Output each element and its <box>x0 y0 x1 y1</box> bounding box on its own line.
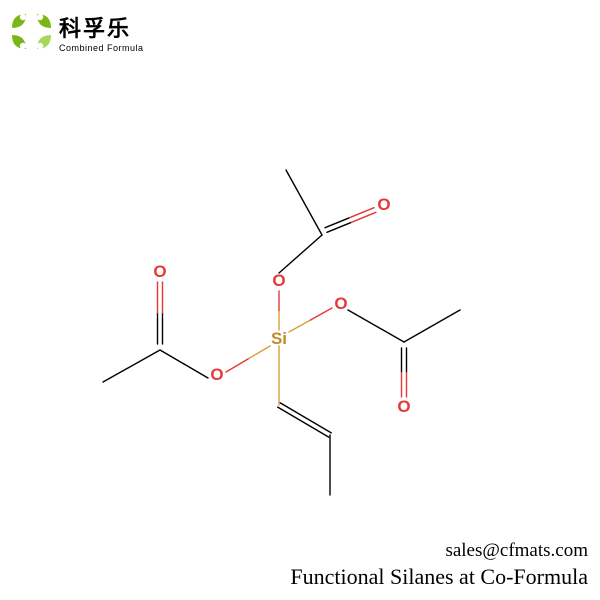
tagline: Functional Silanes at Co-Formula <box>290 564 588 590</box>
atom-label-O4: O <box>377 195 390 215</box>
atom-label-O3: O <box>334 294 347 314</box>
atom-label-O6: O <box>397 397 410 417</box>
contact-email: sales@cfmats.com <box>445 540 588 562</box>
atom-label-O2: O <box>210 365 223 385</box>
atom-label-Si: Si <box>271 329 287 349</box>
atom-label-O5: O <box>153 262 166 282</box>
atom-label-O1: O <box>272 271 285 291</box>
chemical-structure-diagram <box>0 0 600 600</box>
